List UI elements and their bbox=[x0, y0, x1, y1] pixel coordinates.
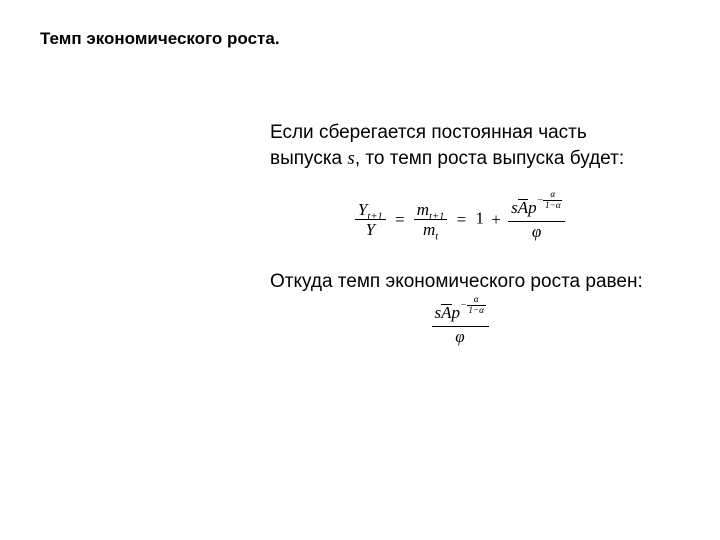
phi: φ bbox=[532, 222, 541, 241]
m-num: m bbox=[417, 200, 429, 219]
formula-1: Yt+1 Y = mt+1 mt = 1 bbox=[270, 199, 650, 240]
m-den-sub: t bbox=[435, 232, 438, 243]
s: s bbox=[511, 198, 518, 217]
formula-2: sAp−α1−α φ bbox=[270, 304, 650, 345]
exponent-1: −α1−α bbox=[537, 190, 562, 210]
frac-f2: sAp−α1−α φ bbox=[432, 304, 489, 345]
Y-num: Y bbox=[358, 200, 367, 219]
var-s-inline: s bbox=[347, 148, 354, 169]
exp2-minus: − bbox=[460, 300, 467, 311]
eq2: = bbox=[452, 210, 472, 230]
formula-2-math: sAp−α1−α φ bbox=[432, 304, 489, 345]
phi2: φ bbox=[455, 327, 464, 346]
exp2-num: α bbox=[467, 295, 486, 306]
eq1: = bbox=[390, 210, 410, 230]
exp2-den-pre: 1− bbox=[468, 305, 479, 315]
para1-post: , то темп роста выпуска будет: bbox=[355, 148, 624, 169]
exp2-den-a: α bbox=[479, 305, 484, 315]
paragraph-2: Откуда темп экономического роста равен: bbox=[270, 269, 650, 295]
exp-frac: α1−α bbox=[543, 190, 562, 210]
body: Если сберегается постоянная часть выпуск… bbox=[270, 120, 650, 345]
frac-Y: Yt+1 Y bbox=[355, 201, 386, 240]
plus: + bbox=[488, 210, 504, 230]
exp-minus: − bbox=[537, 195, 544, 206]
formula-1-math: Yt+1 Y = mt+1 mt = 1 bbox=[355, 199, 565, 240]
paragraph-1: Если сберегается постоянная часть выпуск… bbox=[270, 120, 650, 171]
p: p bbox=[528, 198, 537, 217]
m-den: m bbox=[423, 220, 435, 239]
exponent-2: −α1−α bbox=[460, 295, 485, 315]
one: 1 bbox=[475, 209, 484, 228]
p2: p bbox=[452, 303, 461, 322]
exp-den-a: α bbox=[556, 200, 561, 210]
Y-den: Y bbox=[366, 220, 375, 239]
slide-title: Темп экономического роста. bbox=[40, 28, 280, 50]
slide: Темп экономического роста. Если сберегае… bbox=[0, 0, 720, 540]
A-bar: A bbox=[518, 198, 528, 217]
frac-rhs: sAp−α1−α φ bbox=[508, 199, 565, 240]
exp-den-pre: 1− bbox=[545, 200, 556, 210]
exp-num: α bbox=[543, 190, 562, 201]
frac-m: mt+1 mt bbox=[414, 201, 448, 240]
exp2-frac: α1−α bbox=[467, 295, 486, 315]
A-bar-2: A bbox=[441, 303, 451, 322]
